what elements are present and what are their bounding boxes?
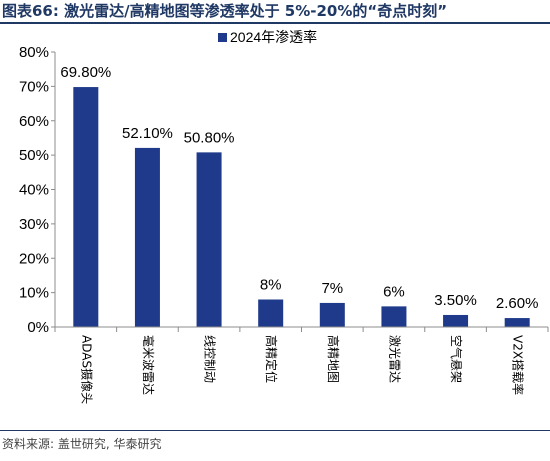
category-label: 激光雷达 xyxy=(387,335,401,383)
legend-label: 2024年渗透率 xyxy=(230,29,317,45)
source-note: 资料来源: 盖世研究, 华泰研究 xyxy=(2,437,162,451)
bar xyxy=(258,299,284,327)
bar xyxy=(504,318,530,327)
bar-series: 69.80% 52.10% 50.80% 8% 7% 6% 3.50% 2.60% xyxy=(60,64,538,327)
figure-header: 图表66: 激光雷达/高精地图等渗透率处于 5%-20%的“奇点时刻” xyxy=(0,0,550,22)
category-label: 高精定位 xyxy=(264,335,279,383)
bar xyxy=(443,314,469,327)
bar xyxy=(381,306,407,327)
data-label: 3.50% xyxy=(434,292,477,309)
data-label: 8% xyxy=(260,277,282,294)
y-tick-label: 50% xyxy=(19,147,49,164)
footer-divider xyxy=(0,430,550,431)
y-tick-label: 60% xyxy=(19,113,49,130)
legend-swatch xyxy=(218,33,227,42)
data-label: 2.60% xyxy=(496,295,539,312)
y-tick-label: 70% xyxy=(19,78,49,95)
y-tick-label: 80% xyxy=(19,44,49,61)
bar xyxy=(319,302,345,327)
category-label: 空气悬架 xyxy=(449,335,464,383)
category-label: 毫米波雷达 xyxy=(141,335,156,395)
y-tick-label: 40% xyxy=(19,182,49,199)
bar xyxy=(73,87,99,327)
y-tick-label: 30% xyxy=(19,216,49,233)
bar xyxy=(196,152,222,327)
data-label: 69.80% xyxy=(60,64,111,81)
y-tick-label: 0% xyxy=(27,319,49,336)
data-label: 7% xyxy=(321,280,343,297)
category-label: 高精地图 xyxy=(326,335,341,383)
y-tick-label: 10% xyxy=(19,285,49,302)
category-label: 线控制动 xyxy=(203,335,217,383)
data-label: 6% xyxy=(383,283,405,300)
figure-title: 图表66: 激光雷达/高精地图等渗透率处于 5%-20%的“奇点时刻” xyxy=(2,2,448,20)
chart-legend: 2024年渗透率 xyxy=(218,29,317,45)
category-label: ADAS摄像头 xyxy=(79,335,94,404)
x-axis: ADAS摄像头 毫米波雷达 线控制动 高精定位 高精地图 激光雷达 空气悬架 V2X搭载率 xyxy=(54,326,549,404)
y-axis: 0% 10% 20% 30% 40% 50% 60% 70% 80% xyxy=(19,44,56,336)
category-label: V2X搭载率 xyxy=(511,335,526,395)
bar xyxy=(134,147,160,327)
data-label: 50.80% xyxy=(184,129,235,146)
data-label: 52.10% xyxy=(122,125,173,142)
bar-chart: 2024年渗透率 0% 10% 20% 30% 40% 50% 60% 70% 80% 69.8… xyxy=(19,29,549,404)
y-tick-label: 20% xyxy=(19,250,49,267)
header-divider xyxy=(0,22,550,24)
